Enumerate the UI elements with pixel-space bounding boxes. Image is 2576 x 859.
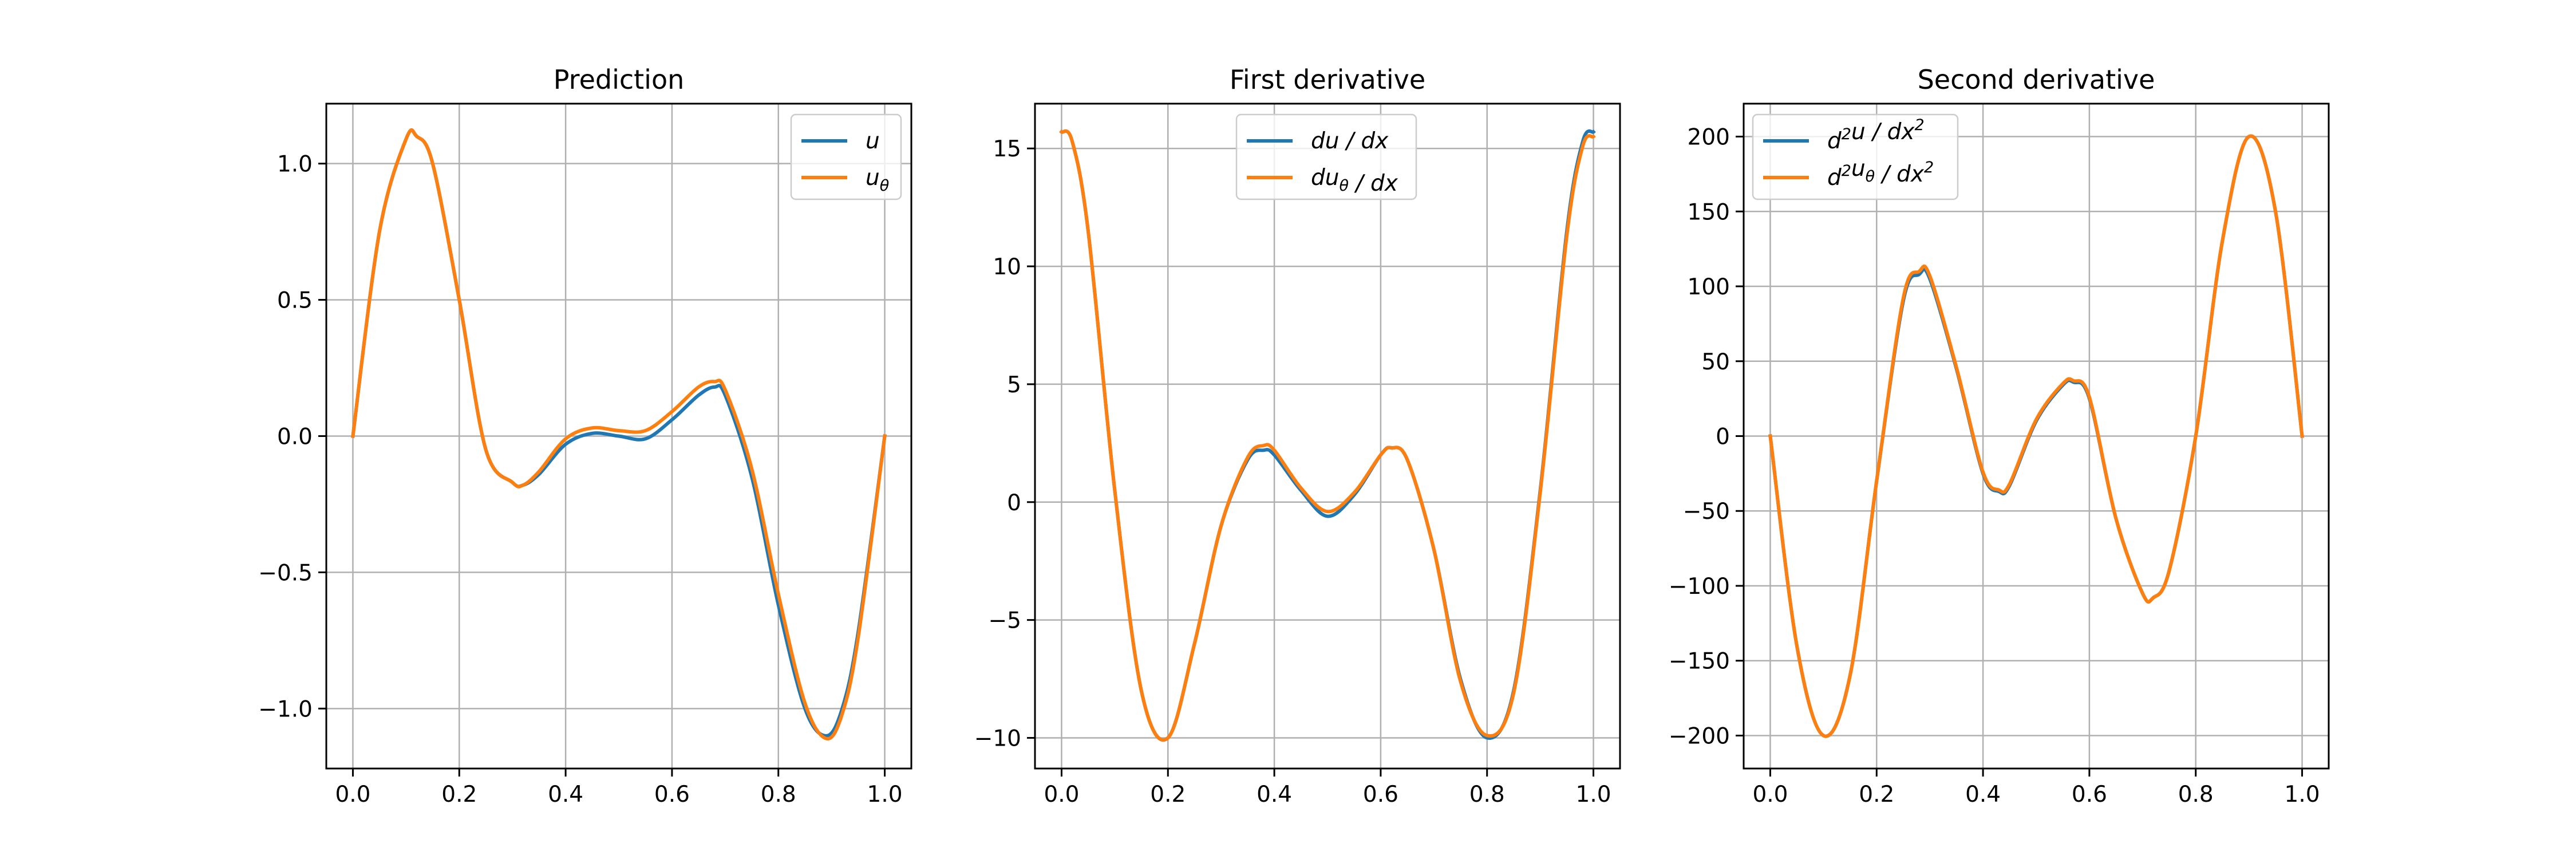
y-tick-label: 10 [993, 254, 1021, 280]
x-tick-label: 0.6 [1363, 782, 1398, 807]
subplot-2: 0.0 0.2 0.4 0.6 0.8 1.0 15 10 5 0 −5 −10 First deriv… [974, 64, 1621, 807]
x-tick-label: 0.8 [2178, 782, 2214, 807]
y-tick-label: 0 [1007, 490, 1021, 516]
y-tick-label: 15 [993, 136, 1021, 162]
y-tick-label: 0.0 [277, 424, 313, 450]
legend: du / dx duθ / dx [1235, 113, 1417, 200]
chart-title: Prediction [554, 64, 685, 95]
legend-label-u_theta: d2uθ / dx2 [1827, 156, 1934, 191]
y-tick-label: 50 [1701, 349, 1730, 375]
x-tick-label: 1.0 [2285, 782, 2320, 807]
x-tick-label: 0.6 [654, 782, 690, 807]
x-tick-label: 0.2 [441, 782, 477, 807]
chart-title: First derivative [1230, 64, 1425, 95]
x-tick-label: 0.2 [1150, 782, 1186, 807]
x-tick-label: 0.8 [761, 782, 796, 807]
x-tick-label: 0.4 [1257, 782, 1292, 807]
x-tick-label: 0.4 [1965, 782, 2001, 807]
legend-label-u_theta: duθ / dx [1311, 165, 1398, 196]
x-tick-label: 0.8 [1469, 782, 1505, 807]
y-tick-label: −200 [1669, 723, 1730, 749]
x-tick-label: 1.0 [1576, 782, 1611, 807]
y-tick-label: 100 [1688, 274, 1730, 300]
y-tick-label: −1.0 [258, 696, 313, 722]
series-line-u_theta [351, 128, 887, 740]
legend-label-u: d2u / dx2 [1827, 116, 1925, 154]
legend-label-u: u [866, 128, 880, 154]
y-tick-label: −10 [974, 726, 1021, 751]
y-tick-label: 200 [1688, 125, 1730, 151]
x-tick-label: 0.0 [335, 782, 370, 807]
x-tick-label: 1.0 [867, 782, 903, 807]
y-tick-label: −5 [989, 608, 1022, 634]
axes-frame [1034, 103, 1621, 770]
y-tick-label: 150 [1688, 199, 1730, 225]
y-tick-label: −150 [1669, 649, 1730, 675]
y-tick-label: −50 [1683, 499, 1730, 525]
x-tick-label: 0.0 [1752, 782, 1788, 807]
x-tick-label: 0.4 [548, 782, 583, 807]
legend: u uθ [790, 113, 902, 200]
y-tick-label: −100 [1669, 574, 1730, 600]
y-tick-label: 0 [1716, 424, 1730, 450]
series-line-u_theta [1768, 134, 2304, 738]
y-tick-label: −0.5 [258, 560, 313, 586]
legend-label-u: du / dx [1311, 128, 1389, 154]
y-tick-label: 5 [1007, 372, 1021, 398]
x-tick-label: 0.6 [2072, 782, 2107, 807]
series-line-u_theta [1059, 129, 1596, 742]
subplot-1: 0.0 0.2 0.4 0.6 0.8 1.0 1.0 0.5 0.0 −0.5 −1.0 Predi… [258, 64, 912, 807]
legend-label-u_theta: uθ [866, 165, 889, 195]
subplot-3: 0.0 0.2 0.4 0.6 0.8 1.0 200 150 100 50 0 −50 −100 −15… [1669, 64, 2330, 807]
x-tick-label: 0.2 [1859, 782, 1894, 807]
x-tick-label: 0.0 [1044, 782, 1079, 807]
y-tick-label: 0.5 [277, 288, 313, 314]
chart-title: Second derivative [1918, 64, 2155, 95]
y-tick-label: 1.0 [277, 152, 313, 178]
